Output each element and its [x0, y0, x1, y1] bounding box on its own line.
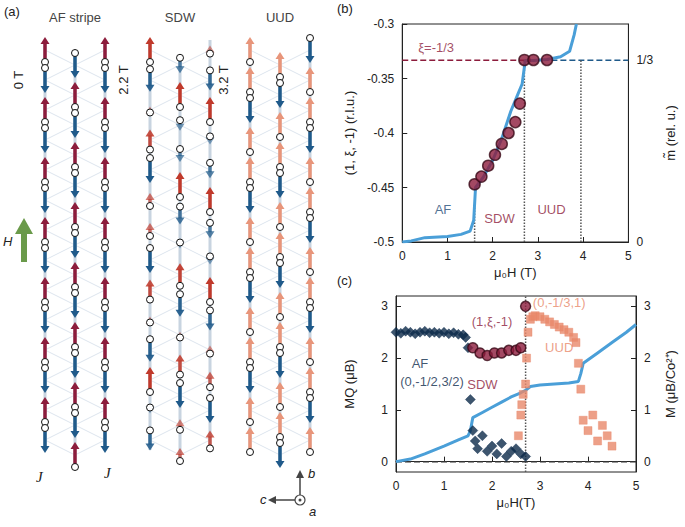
svg-text:UUD: UUD — [266, 10, 294, 25]
svg-text:2: 2 — [381, 351, 388, 365]
svg-text:b: b — [308, 466, 315, 481]
svg-text:(b): (b) — [337, 1, 353, 16]
svg-text:0: 0 — [381, 455, 388, 469]
svg-text:-0.35: -0.35 — [367, 72, 395, 86]
svg-text:-0.5: -0.5 — [374, 235, 395, 249]
svg-text:J: J — [104, 465, 112, 481]
svg-text:0 T: 0 T — [11, 71, 26, 90]
svg-text:c: c — [260, 492, 267, 507]
svg-text:μ₀H(T): μ₀H(T) — [497, 495, 536, 510]
svg-text:1/3: 1/3 — [636, 53, 653, 67]
svg-text:0: 0 — [644, 455, 651, 469]
svg-text:3: 3 — [537, 479, 544, 493]
svg-text:SDW: SDW — [484, 211, 515, 226]
svg-text:0: 0 — [636, 235, 643, 249]
svg-text:2: 2 — [489, 479, 496, 493]
svg-text:0: 0 — [393, 479, 400, 493]
svg-text:(1, ξ, -1) (r.l.u.): (1, ξ, -1) (r.l.u.) — [342, 91, 357, 176]
svg-text:(0,-1/3,1): (0,-1/3,1) — [533, 295, 586, 310]
svg-text:(0,-1/2,3/2): (0,-1/2,3/2) — [400, 374, 464, 389]
svg-text:H: H — [3, 234, 13, 249]
svg-text:2: 2 — [644, 351, 651, 365]
svg-text:(1,ξ,-1): (1,ξ,-1) — [472, 314, 513, 329]
svg-text:3: 3 — [535, 249, 542, 263]
svg-text:3: 3 — [381, 299, 388, 313]
svg-text:(a): (a) — [4, 4, 20, 19]
svg-text:AF: AF — [435, 202, 452, 217]
svg-text:J: J — [36, 469, 44, 485]
svg-text:(c): (c) — [337, 273, 352, 288]
svg-text:UUD: UUD — [545, 340, 573, 355]
svg-text:0: 0 — [399, 249, 406, 263]
svg-text:-0.45: -0.45 — [367, 181, 395, 195]
svg-text:3.2 T: 3.2 T — [216, 65, 231, 94]
svg-text:4: 4 — [585, 479, 592, 493]
svg-text:UUD: UUD — [537, 202, 565, 217]
svg-text:1: 1 — [441, 479, 448, 493]
svg-text:1: 1 — [444, 249, 451, 263]
svg-text:m̃ (rel. u.): m̃ (rel. u.) — [663, 105, 678, 161]
svg-text:MQ (μB): MQ (μB) — [342, 359, 357, 408]
svg-text:M (μB/Co²⁺): M (μB/Co²⁺) — [663, 350, 678, 418]
svg-text:2: 2 — [489, 249, 496, 263]
svg-text:μ₀H (T): μ₀H (T) — [494, 265, 537, 280]
svg-text:1: 1 — [381, 403, 388, 417]
svg-text:AF: AF — [412, 356, 429, 371]
svg-text:a: a — [309, 504, 316, 519]
svg-text:1: 1 — [644, 403, 651, 417]
svg-text:-0.4: -0.4 — [374, 126, 395, 140]
svg-text:5: 5 — [633, 479, 640, 493]
svg-text:SDW: SDW — [467, 377, 498, 392]
svg-text:AF stripe: AF stripe — [49, 10, 101, 25]
svg-text:SDW: SDW — [165, 10, 196, 25]
svg-text:ξ=-1/3: ξ=-1/3 — [418, 40, 454, 55]
svg-text:5: 5 — [625, 249, 632, 263]
svg-text:2.2 T: 2.2 T — [116, 65, 131, 94]
svg-text:-0.3: -0.3 — [374, 17, 395, 31]
svg-text:3: 3 — [644, 299, 651, 313]
svg-text:4: 4 — [580, 249, 587, 263]
